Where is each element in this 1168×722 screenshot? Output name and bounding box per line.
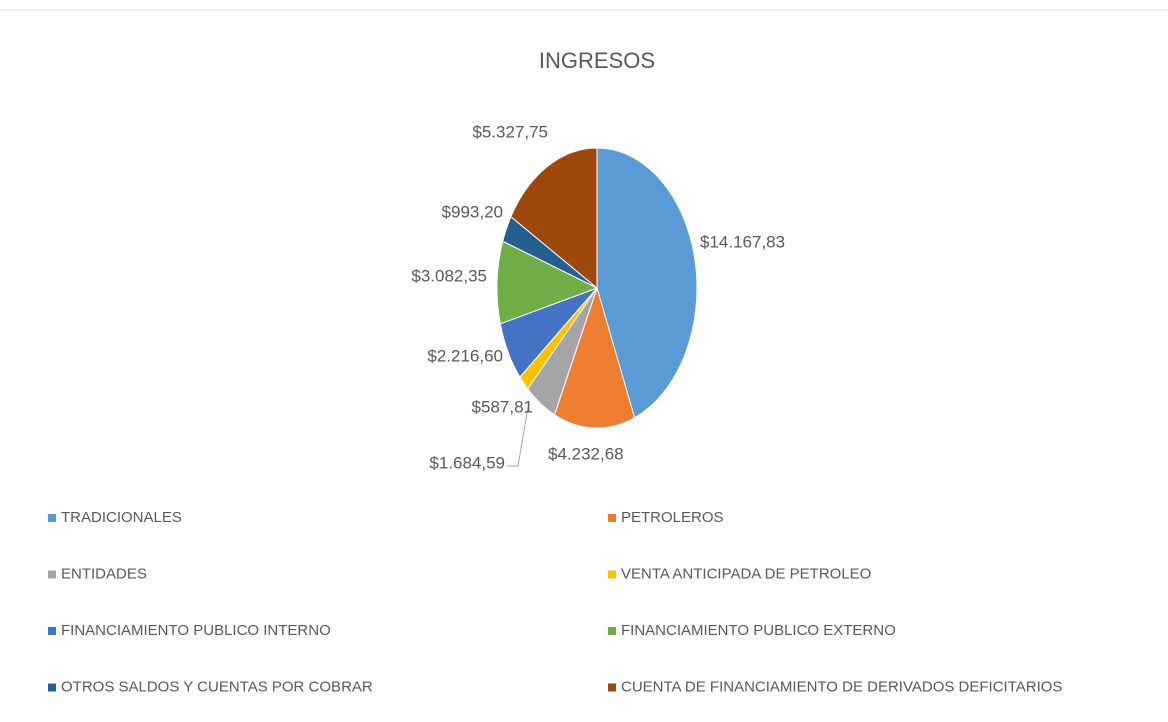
legend-swatch [608,514,616,522]
legend-swatch [608,627,616,635]
data-label: $2.216,60 [427,346,503,365]
data-label: $1.684,59 [429,453,505,472]
data-label: $993,20 [442,202,503,221]
data-label: $587,81 [472,397,533,416]
legend-label: FINANCIAMIENTO PUBLICO EXTERNO [621,622,896,639]
legend-label: TRADICIONALES [61,509,182,526]
chart-title: INGRESOS [539,48,655,73]
leader-line [507,406,529,467]
data-label: $14.167,83 [700,232,785,251]
legend-swatch [48,627,56,635]
data-label: $3.082,35 [411,266,487,285]
legend-label: ENTIDADES [61,565,147,582]
legend-swatch [608,570,616,579]
legend-label: CUENTA DE FINANCIAMIENTO DE DERIVADOS DE… [621,678,1062,695]
legend-label: FINANCIAMIENTO PUBLICO INTERNO [61,622,331,639]
legend-label: VENTA ANTICIPADA DE PETROLEO [621,565,871,582]
pie-slice [553,286,636,429]
pie-slice [596,147,698,419]
data-label: $5.327,75 [472,122,548,141]
pie-slice [496,240,599,325]
legend-swatch [48,570,56,579]
data-label: $4.232,68 [548,444,624,463]
legend-label: OTROS SALDOS Y CUENTAS POR COBRAR [61,678,373,695]
legend-label: PETROLEROS [621,509,724,526]
pie-slice [510,147,598,290]
legend-swatch [608,683,616,692]
legend-swatch [48,514,56,522]
legend-swatch [48,683,56,692]
